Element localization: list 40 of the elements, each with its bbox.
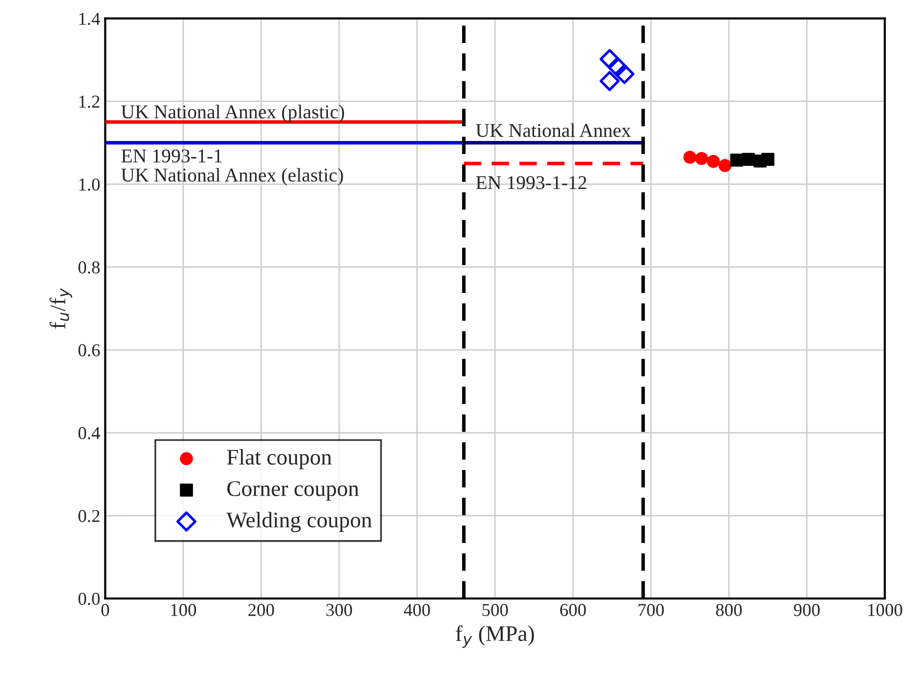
x-tick-label: 800 xyxy=(716,604,742,616)
x-tick-label: 600 xyxy=(560,604,586,616)
x-tick-label: 400 xyxy=(404,604,430,616)
legend-label: Corner coupon xyxy=(227,481,359,501)
legend-label: Flat coupon xyxy=(227,449,332,470)
y-tick-label: 0.0 xyxy=(78,592,100,606)
point xyxy=(695,152,708,166)
point xyxy=(600,49,620,70)
y-tick-label: 1.2 xyxy=(79,96,100,108)
x-tick-label: 200 xyxy=(248,604,274,616)
x-tick-label: 0 xyxy=(101,604,110,616)
y-tick-label: 0.6 xyxy=(78,344,100,356)
point xyxy=(761,152,774,166)
y-axis-title: f$_{u}$/f$_{y}$ xyxy=(50,288,72,329)
point xyxy=(742,152,755,166)
annotation: EN 1993-1-12 xyxy=(476,176,586,190)
annotation: UK National Annex xyxy=(476,123,631,138)
legend-label: Welding coupon xyxy=(226,512,372,532)
point xyxy=(683,150,696,164)
point xyxy=(718,159,732,172)
y-tick-label: 1.4 xyxy=(79,12,100,25)
point xyxy=(600,70,620,92)
point xyxy=(607,56,628,77)
x-tick-label: 500 xyxy=(482,604,508,616)
point xyxy=(706,154,720,168)
x-tick-label: 900 xyxy=(794,604,820,616)
x-tick-label: 100 xyxy=(171,604,196,616)
x-tick-label: 1000 xyxy=(868,604,902,616)
x-axis-title: f$_{y}$ (MPa) xyxy=(456,625,534,648)
x-tick-label: 700 xyxy=(638,604,664,616)
annotation: UK National Annex (elastic) xyxy=(121,168,343,186)
y-tick-label: 1.0 xyxy=(79,178,100,191)
point xyxy=(730,154,744,167)
annotation: EN 1993-1-1 xyxy=(121,149,222,163)
point xyxy=(614,64,634,84)
annotation: UK National Annex (plastic) xyxy=(121,104,344,122)
y-tick-label: 0.8 xyxy=(78,261,100,274)
y-tick-label: 0.2 xyxy=(78,510,100,522)
x-tick-label: 300 xyxy=(326,604,352,616)
y-tick-label: 0.4 xyxy=(78,427,100,440)
